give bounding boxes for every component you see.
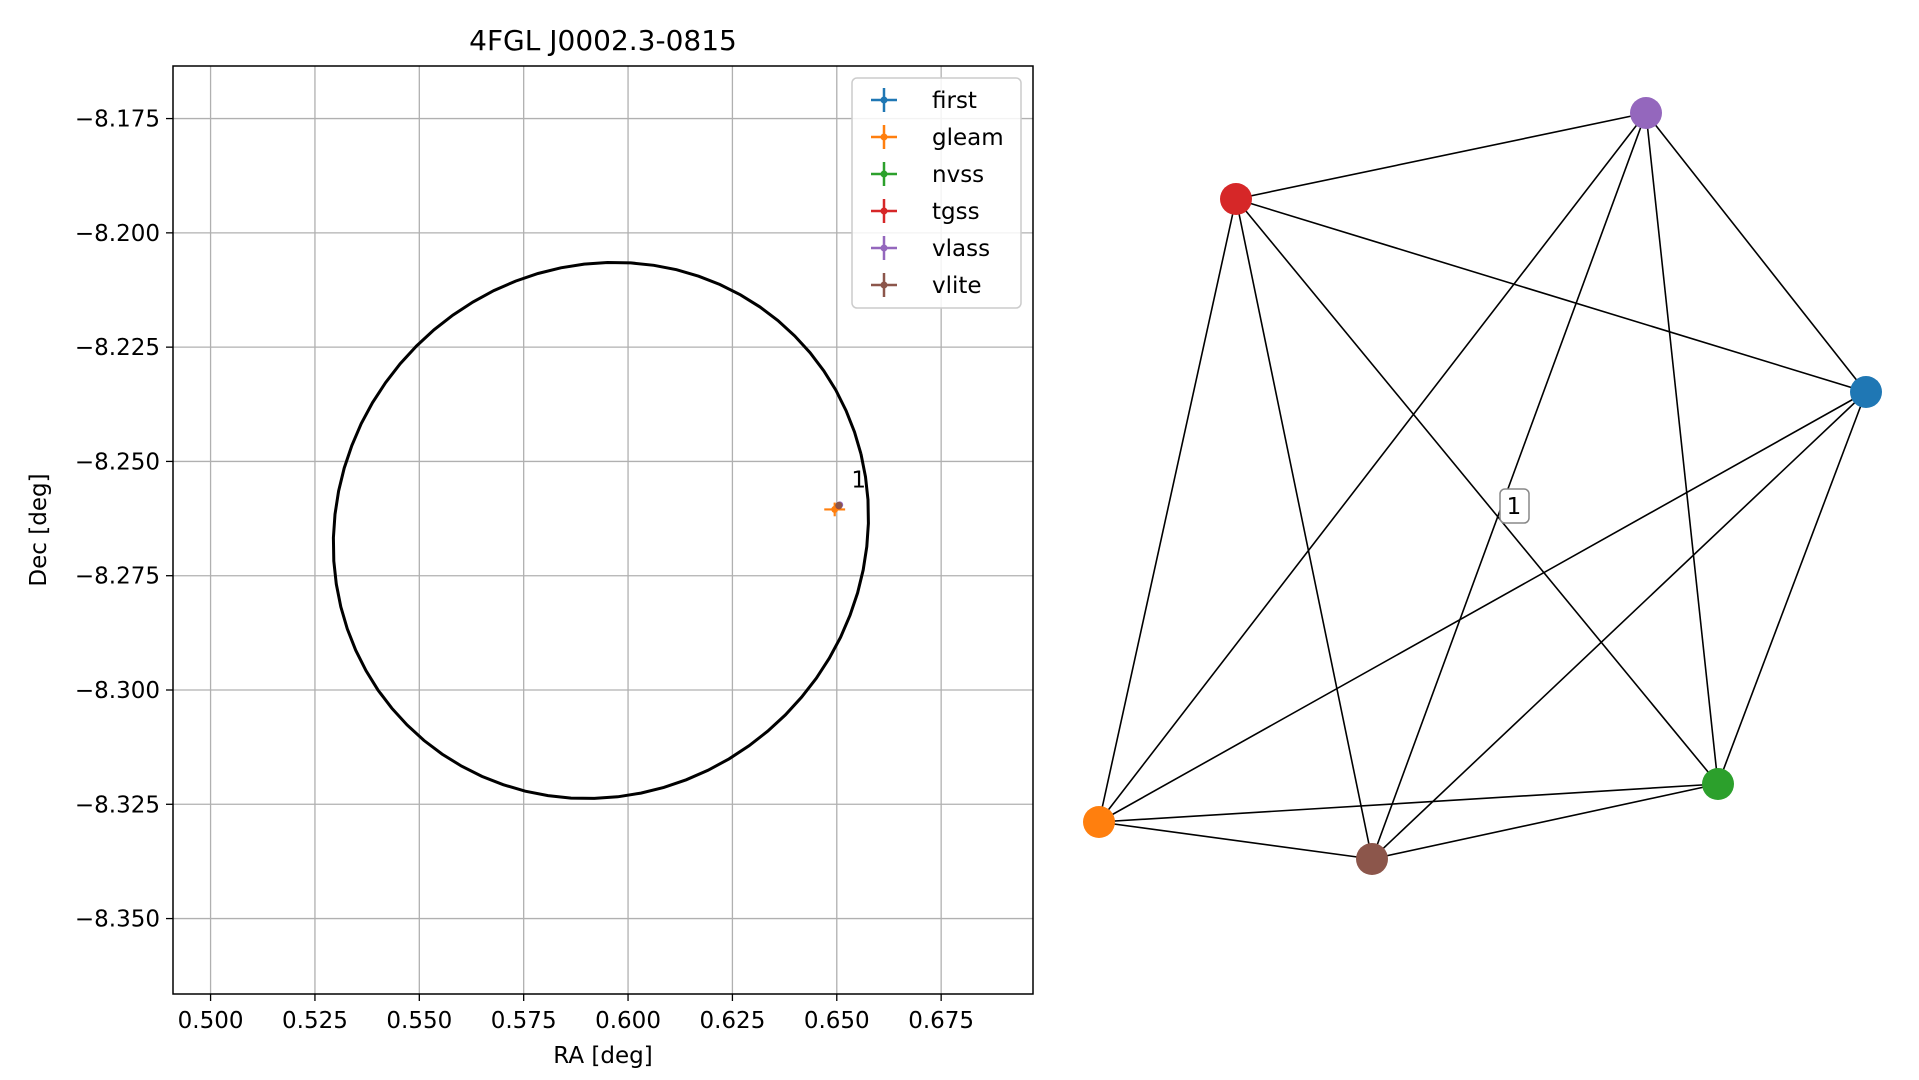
network-node-first <box>1850 376 1882 408</box>
network-edges <box>1098 112 1867 860</box>
network-node-gleam <box>1083 806 1115 838</box>
network-edge-first-nvss <box>1717 391 1867 785</box>
network-edge-vlass-gleam <box>1098 112 1647 823</box>
x-tick-label: 0.600 <box>595 1008 661 1034</box>
catalog-network-graph: 1 <box>1083 97 1882 875</box>
network-edge-gleam-nvss <box>1098 783 1719 823</box>
network-edge-tgss-nvss <box>1235 198 1719 785</box>
x-tick-label: 0.675 <box>908 1008 974 1034</box>
x-tick-label: 0.575 <box>491 1008 557 1034</box>
network-node-tgss <box>1220 183 1252 215</box>
network-node-vlite <box>1356 843 1388 875</box>
localization-ellipse <box>331 260 870 800</box>
network-nodes <box>1083 97 1882 875</box>
network-edge-tgss-first <box>1235 198 1867 393</box>
network-edge-vlass-vlite <box>1371 112 1647 860</box>
x-tick-label: 0.550 <box>386 1008 452 1034</box>
y-tick-label: −8.300 <box>75 678 160 704</box>
x-tick-label: 0.500 <box>178 1008 244 1034</box>
network-edge-vlite-nvss <box>1371 783 1719 860</box>
radio-counterpart-plot: 0.500 0.525 0.550 0.575 0.600 0.625 0.650 0.675… <box>26 24 1034 1069</box>
network-node-vlass <box>1630 97 1662 129</box>
x-axis-label: RA [deg] <box>553 1043 652 1069</box>
legend-dot-vlite <box>880 281 888 289</box>
network-edge-vlass-nvss <box>1645 112 1719 785</box>
y-tick-label: −8.250 <box>75 449 160 475</box>
y-tick-label: −8.225 <box>75 335 160 361</box>
network-edge-first-gleam <box>1098 391 1867 823</box>
network-label: 1 <box>1499 488 1530 524</box>
x-tick-label: 0.525 <box>282 1008 348 1034</box>
point-annotation: 1 <box>851 467 866 493</box>
legend-label-gleam: gleam <box>932 125 1004 151</box>
y-tick-label: −8.275 <box>75 564 160 590</box>
legend-label-nvss: nvss <box>932 162 984 188</box>
legend-label-tgss: tgss <box>932 199 980 225</box>
y-axis-label: Dec [deg] <box>26 473 52 586</box>
network-label-box <box>1499 488 1530 524</box>
network-label-text: 1 <box>1507 494 1522 520</box>
network-node-nvss <box>1702 768 1734 800</box>
y-tick-label: −8.200 <box>75 221 160 247</box>
network-edge-tgss-vlass <box>1235 112 1647 200</box>
x-tick-label: 0.650 <box>804 1008 870 1034</box>
legend-box <box>851 77 1022 309</box>
axes-frame <box>172 65 1034 995</box>
y-tick-label: −8.175 <box>75 107 160 133</box>
y-tick-label: −8.325 <box>75 792 160 818</box>
legend-dot-vlass <box>880 244 888 252</box>
network-edge-gleam-vlite <box>1098 821 1373 860</box>
plot-title: 4FGL J0002.3-0815 <box>469 24 737 57</box>
legend-dot-gleam <box>880 133 888 141</box>
legend-dot-nvss <box>880 170 888 178</box>
network-edge-first-vlite <box>1371 391 1867 860</box>
x-tick-label: 0.625 <box>699 1008 765 1034</box>
y-tick-label: −8.350 <box>75 907 160 933</box>
legend-dot-first <box>880 96 888 104</box>
legend: first gleam nvss tgss vlass vlite <box>851 77 1022 309</box>
network-edge-tgss-gleam <box>1098 198 1237 823</box>
data-points <box>824 501 846 517</box>
network-edge-tgss-vlite <box>1235 198 1373 860</box>
point-vlite <box>835 501 843 509</box>
legend-dot-tgss <box>880 207 888 215</box>
grid-lines <box>173 66 1033 994</box>
legend-label-vlite: vlite <box>932 273 982 299</box>
legend-label-vlass: vlass <box>932 236 990 262</box>
legend-label-first: first <box>932 88 977 114</box>
network-edge-vlass-first <box>1645 112 1867 393</box>
